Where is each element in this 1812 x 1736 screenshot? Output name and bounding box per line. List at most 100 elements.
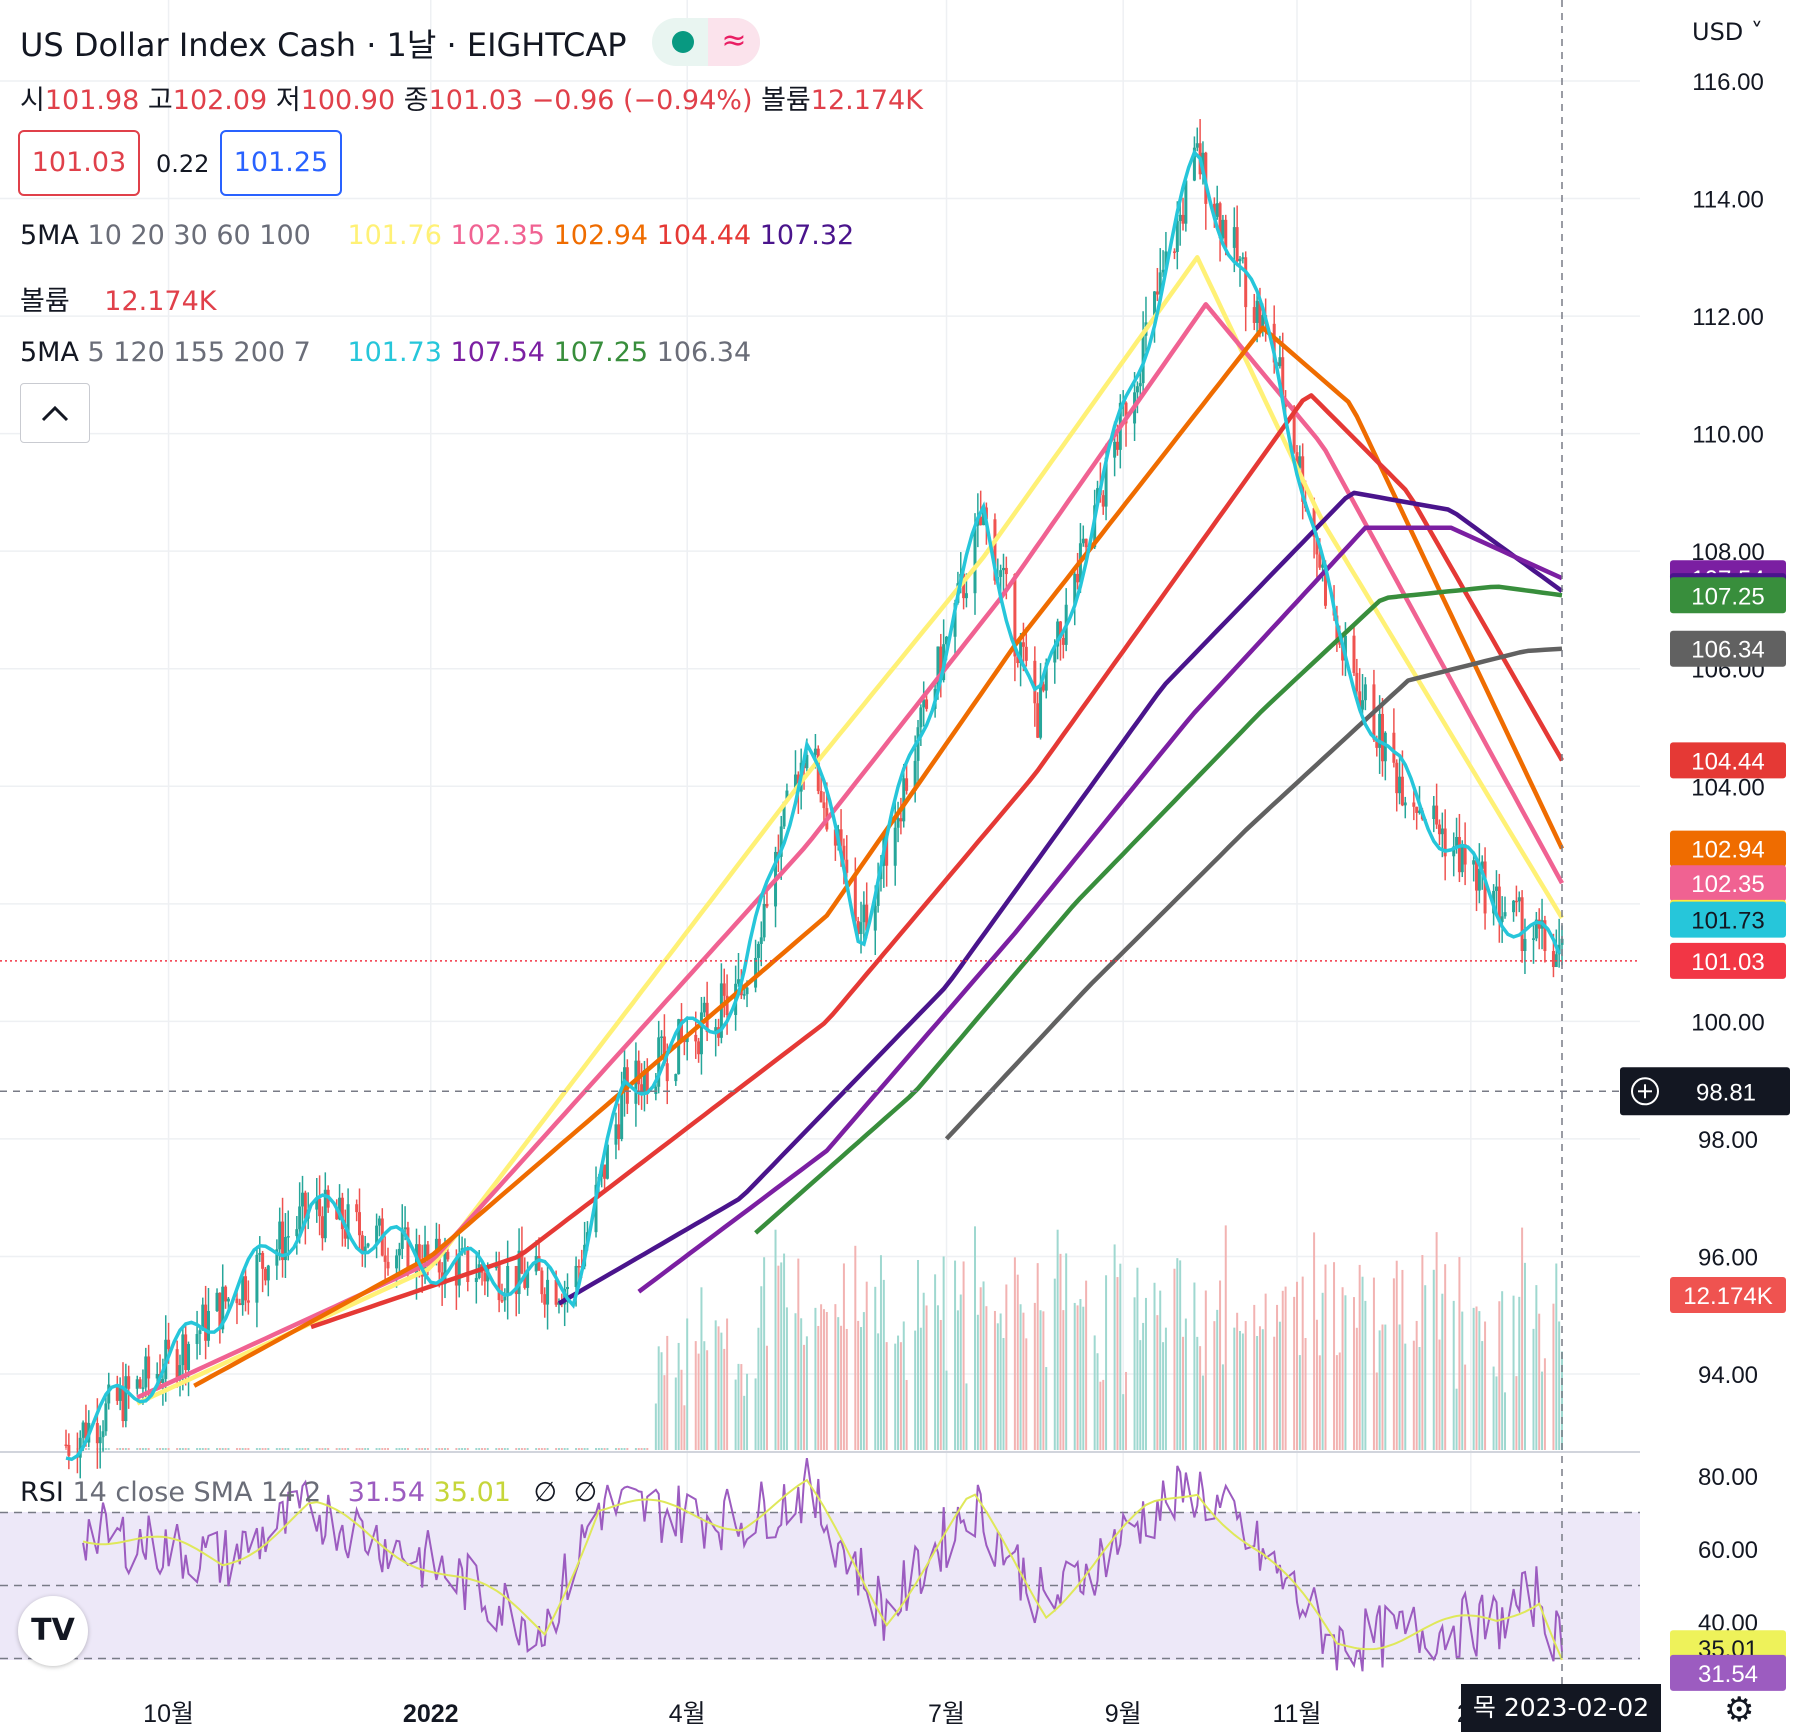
status-pill[interactable]: ≈: [652, 18, 760, 66]
volume-bar: [1153, 1282, 1156, 1450]
bid-button[interactable]: 101.03: [18, 130, 140, 196]
volume-bar: [167, 1448, 170, 1450]
volume-bar: [338, 1448, 341, 1450]
volume-bar: [455, 1448, 458, 1450]
volume-bar: [734, 1379, 737, 1450]
volume-bar: [1159, 1290, 1162, 1450]
price-tick-label: 98.00: [1698, 1127, 1758, 1154]
volume-bar: [1193, 1282, 1196, 1450]
ask-button[interactable]: 101.25: [220, 130, 342, 196]
volume-bar: [842, 1263, 845, 1450]
volume-bar: [865, 1281, 868, 1450]
chart-title[interactable]: US Dollar Index Cash · 1날 · EIGHTCAP: [20, 26, 627, 64]
candle-body: [1452, 846, 1456, 857]
candle-body: [856, 921, 860, 935]
volume-bar: [1344, 1295, 1347, 1450]
candle-body: [1172, 251, 1176, 253]
candle-body: [679, 1019, 683, 1040]
candle-body: [1440, 828, 1444, 835]
price-tick-label: 94.00: [1698, 1362, 1758, 1389]
volume-bar: [535, 1448, 538, 1450]
gear-icon[interactable]: ⚙: [1724, 1690, 1755, 1730]
volume-bar: [606, 1448, 609, 1450]
volume-bar: [697, 1353, 700, 1450]
volume-bar: [1535, 1285, 1538, 1450]
ma155-price-label-bg: [1670, 577, 1786, 614]
candle-body: [335, 1207, 339, 1220]
volume-bar: [817, 1325, 820, 1450]
candle-body: [833, 829, 837, 846]
volume-bar: [275, 1448, 278, 1450]
ma-line-ma5: [65, 149, 1561, 1462]
tradingview-logo[interactable]: TV: [18, 1596, 88, 1666]
rsi-legend[interactable]: RSI 14 close SMA 14 2 31.54 35.01 ∅ ∅: [20, 1477, 597, 1508]
ma60-price-label-bg: [1670, 742, 1786, 779]
volume-bar: [1105, 1275, 1108, 1450]
volume-price-label-bg: [1670, 1277, 1786, 1313]
ma2-legend[interactable]: 5MA 5 120 155 200 7 101.73 107.54 107.25…: [20, 337, 751, 368]
volume-bar: [1102, 1379, 1105, 1450]
candle-body: [198, 1330, 202, 1334]
candle-body: [506, 1266, 510, 1297]
volume-bar: [726, 1318, 729, 1450]
currency-selector[interactable]: USD ˅: [1692, 18, 1763, 46]
volume-bar: [1013, 1257, 1016, 1450]
candle-body: [1295, 452, 1299, 468]
candle-body: [286, 1236, 290, 1238]
volume-bar: [475, 1448, 478, 1450]
guide-lines: [0, 0, 1640, 1690]
candle-body: [782, 801, 786, 827]
candle-body: [1432, 805, 1436, 820]
volume-bar: [344, 1448, 347, 1450]
volume-bar: [161, 1448, 164, 1450]
candle-body: [366, 1243, 370, 1247]
volume-bar: [905, 1379, 908, 1450]
collapse-legend-button[interactable]: [20, 383, 90, 443]
ma1-legend[interactable]: 5MA 10 20 30 60 100 101.76 102.35 102.94…: [20, 220, 854, 251]
volume-bar: [176, 1448, 179, 1450]
candle-body: [779, 826, 783, 857]
candle-body: [115, 1384, 119, 1401]
candle-body: [258, 1252, 262, 1255]
candle-body: [1104, 457, 1108, 507]
volume-bar: [1475, 1306, 1478, 1450]
volume-bar: [298, 1448, 301, 1450]
volume-bar: [1199, 1346, 1202, 1450]
volume-bar: [1361, 1276, 1364, 1450]
ma1-value-4: 104.44: [656, 220, 752, 251]
volume-bar: [780, 1262, 783, 1450]
volume-bar: [1233, 1327, 1236, 1450]
candle-body: [1312, 508, 1316, 537]
volume-bar: [1264, 1293, 1267, 1450]
candle-body: [434, 1238, 438, 1257]
ma-line-ma155: [754, 584, 1563, 1235]
volume-bar: [1156, 1315, 1159, 1450]
candle-body: [654, 1086, 658, 1095]
candle-body: [138, 1379, 142, 1388]
volume-bar: [466, 1448, 469, 1450]
candle-body: [1475, 860, 1479, 891]
volume-bar: [680, 1369, 683, 1450]
volume-bar: [538, 1448, 541, 1450]
volume-bar: [421, 1448, 424, 1450]
volume-bar: [141, 1448, 144, 1450]
volume-bar: [1293, 1296, 1296, 1450]
volume-bar: [822, 1309, 825, 1450]
volume-bar: [87, 1448, 90, 1450]
candle-body: [497, 1264, 501, 1301]
candle-body: [973, 525, 977, 594]
volume-bar: [774, 1229, 777, 1450]
volume-bar: [324, 1448, 327, 1450]
volume-legend[interactable]: 볼륨 12.174K: [20, 279, 216, 318]
candle-body: [905, 778, 909, 791]
volume-bar: [1441, 1293, 1444, 1450]
candle-body: [1398, 776, 1402, 794]
volume-bar: [1119, 1263, 1122, 1450]
candle-body: [543, 1294, 547, 1305]
volume-bar: [1461, 1311, 1464, 1450]
volume-bar: [956, 1310, 959, 1450]
volume-bar: [1033, 1302, 1036, 1450]
candle-body: [218, 1292, 222, 1330]
volume-bar: [1315, 1319, 1318, 1450]
